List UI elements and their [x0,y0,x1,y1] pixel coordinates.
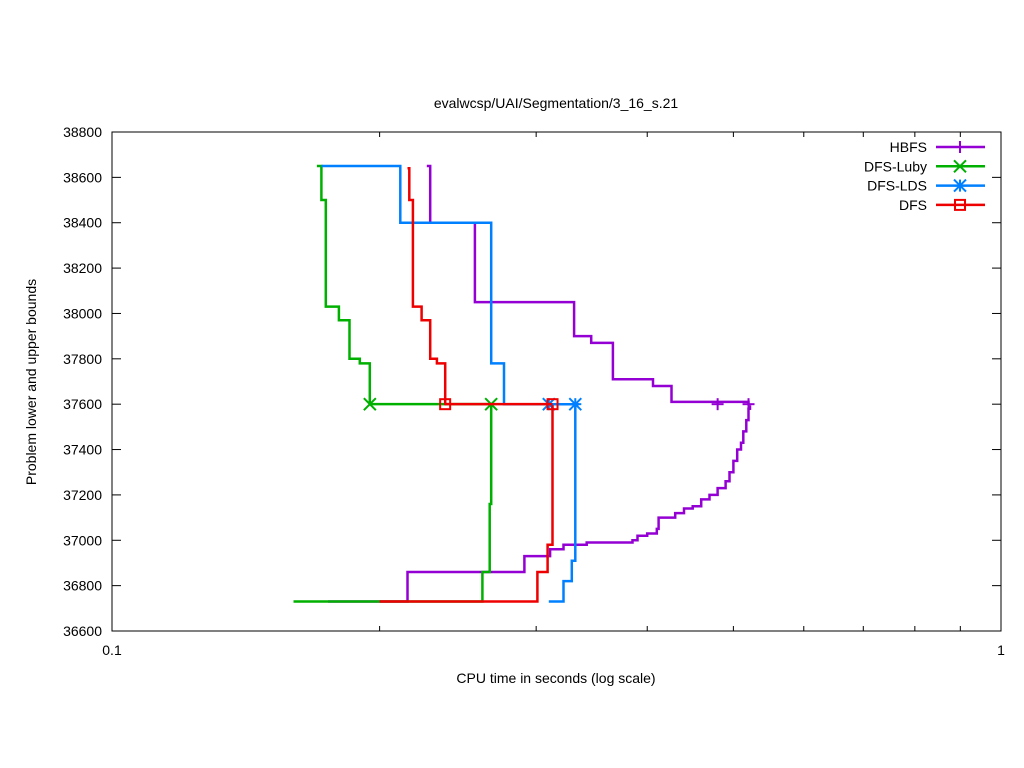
legend-label: DFS [899,197,927,213]
y-tick-label: 38400 [63,215,102,231]
series-dfs-luby [293,164,498,603]
legend-item-dfs-lds: DFS-LDS [867,178,985,194]
plot-frame [111,131,1002,632]
series-line-dfs-lower [379,405,554,603]
legend-item-dfs: DFS [899,197,985,213]
series-line-dfs-upper [407,167,447,406]
x-tick-label: 0.1 [102,642,122,658]
chart-title: evalwcsp/UAI/Segmentation/3_16_s.21 [434,95,679,111]
legend-marker [954,141,966,153]
x-axis: 0.1 1 [102,132,1005,658]
series-line-hbfs-lower [328,405,752,603]
y-tick-label: 38200 [63,260,102,276]
series-point-dfs [546,398,559,411]
series-point-hbfs [711,398,724,411]
series-line-dfs-luby-upper [316,164,372,406]
y-tick-label: 38000 [63,305,102,321]
series-hbfs [328,164,755,603]
x-tick-label: 1 [997,642,1005,658]
y-tick-label: 38800 [63,124,102,140]
y-tick-label: 37800 [63,351,102,367]
y-axis: 36600 36800 37000 37200 37400 37600 37800 38000… [63,124,1001,639]
series-line-hbfs-upper [426,164,750,406]
series-point-dfs [439,398,452,411]
y-tick-label: 37000 [63,532,102,548]
legend-label: DFS-Luby [864,158,927,174]
series-dfs [379,167,559,603]
legend-marker [953,159,967,174]
y-tick-label: 37200 [63,487,102,503]
legend-item-dfs-luby: DFS-Luby [864,158,985,174]
y-axis-label: Problem lower and upper bounds [23,279,39,485]
y-tick-label: 38600 [63,169,102,185]
x-axis-label: CPU time in seconds (log scale) [456,670,655,686]
series-line-dfs-lds-lower [548,405,577,603]
legend-label: DFS-LDS [867,178,927,194]
y-tick-label: 36800 [63,578,102,594]
legend: HBFS DFS-Luby DFS-LDS DFS [864,139,985,213]
series-point-dfs-luby [363,397,377,411]
series-point-hbfs [742,398,755,411]
series-point-dfs-lds [568,397,582,411]
y-tick-label: 37400 [63,442,102,458]
legend-marker [953,178,967,193]
legend-marker [954,198,966,211]
series-layer [293,164,755,603]
legend-label: HBFS [890,139,927,155]
legend-item-hbfs: HBFS [890,139,985,155]
series-line-dfs-lds-upper [321,164,579,406]
y-tick-label: 37600 [63,396,102,412]
series-dfs-lds [321,164,582,603]
y-tick-label: 36600 [63,623,102,639]
